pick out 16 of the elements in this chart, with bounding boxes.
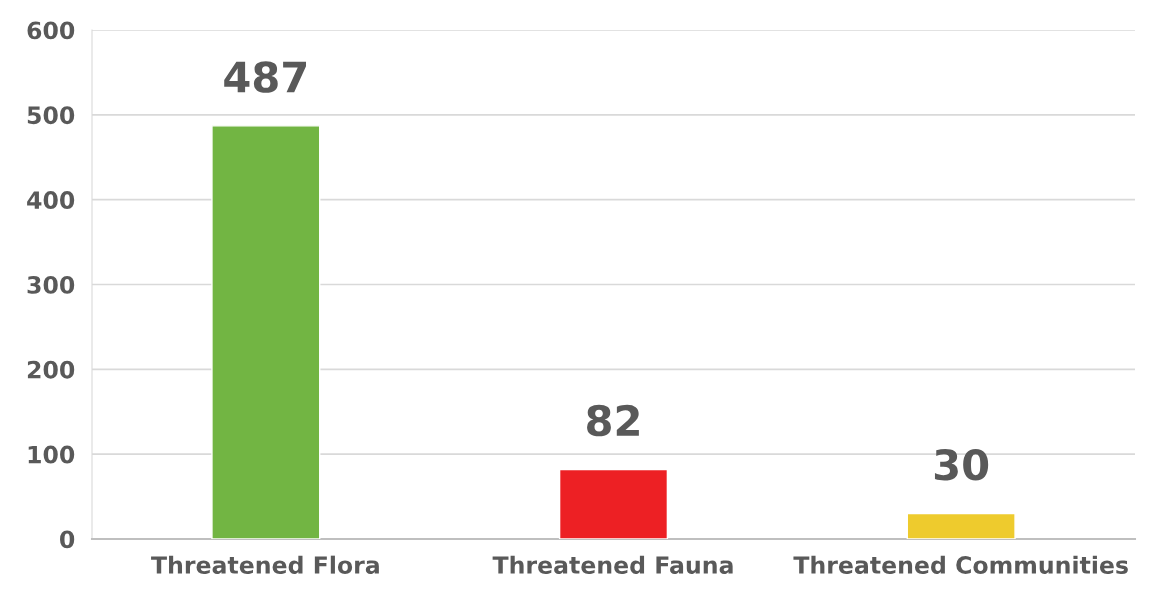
- data-label: 487: [224, 61, 307, 93]
- y-tick-label: 100: [28, 445, 75, 464]
- y-tick-label: 600: [27, 21, 75, 40]
- x-tick-label: Threatened Flora: [151, 555, 379, 574]
- y-tick-label: 200: [27, 360, 75, 379]
- data-label: 82: [587, 404, 639, 437]
- bar: [906, 512, 1016, 539]
- x-tick-label: Threatened Fauna: [492, 555, 733, 574]
- data-label: 30: [934, 448, 989, 481]
- bar: [558, 468, 669, 539]
- y-tick-label: 0: [60, 530, 75, 549]
- y-tick-label: 400: [27, 191, 75, 209]
- y-tick-label: 300: [27, 275, 75, 294]
- y-tick-label: 500: [27, 106, 75, 125]
- x-tick-label: Threatened Communities: [793, 555, 1128, 574]
- bar: [211, 125, 321, 539]
